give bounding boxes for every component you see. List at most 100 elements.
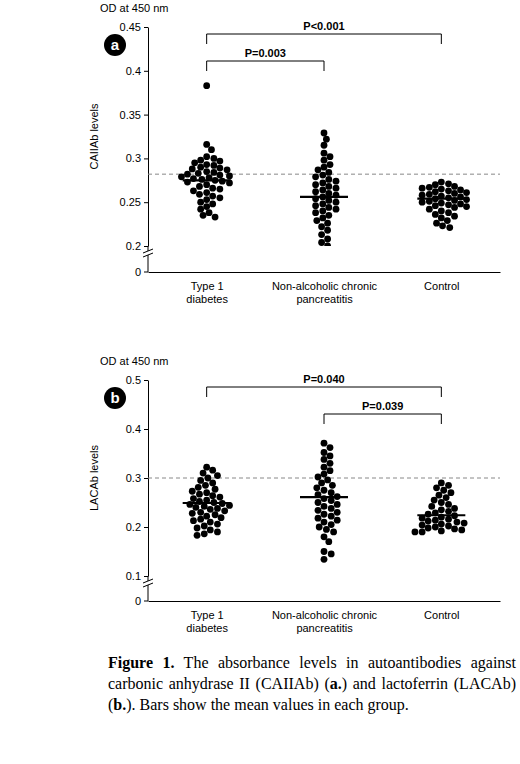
data-point [190,495,197,502]
x-tick: Control [424,272,459,292]
data-point [328,551,335,558]
panel: OD at 450 nmaCAIIAb levels0.20.250.30.35… [88,2,501,305]
x-axis-line [149,601,501,602]
y-tick: 0.2 [126,240,148,252]
data-point [318,223,325,230]
data-point [197,164,204,171]
y-tick: 0.4 [126,423,148,435]
axis-stub-top [148,576,149,581]
data-point [203,196,210,203]
x-tick: Type 1diabetes [186,272,228,305]
data-point [438,186,445,193]
panel-badge [104,387,126,409]
data-point [438,200,445,207]
y-tick-mark [144,158,148,159]
y-axis-title: CAIIAb levels [88,103,100,170]
y-tick-mark [144,380,148,381]
data-point [436,492,443,499]
data-point [204,475,211,482]
data-point [445,508,452,515]
data-point [319,180,326,187]
data-point [191,159,198,166]
x-tick-line: diabetes [186,622,228,634]
data-point [200,470,207,477]
data-point [325,197,332,204]
data-point [328,521,335,528]
mean-bar [417,514,465,516]
data-point [321,471,328,478]
x-tick-label: Non-alcoholic chronicpancreatitis [272,280,378,305]
y-tick-mark [144,272,148,273]
plot-area [148,440,500,563]
data-point [419,185,426,192]
data-point [221,507,228,514]
data-point [334,509,341,516]
data-point [327,161,334,168]
data-point [201,530,208,537]
x-tick: Non-alcoholic chronicpancreatitis [272,272,378,305]
data-point [207,506,214,513]
y-tick: 0.35 [120,109,148,121]
data-point [426,206,433,213]
data-point [319,201,326,208]
plot-area [148,82,500,246]
data-point [444,217,451,224]
caption-run: Figure 1. [108,654,174,671]
data-point [451,204,458,211]
data-point [210,162,217,169]
data-point [203,189,210,196]
data-point [428,503,435,510]
axis-stub-bottom [148,585,149,601]
data-point [196,491,203,498]
y-tick: 0.2 [126,521,148,533]
data-point [432,211,439,218]
data-point [315,499,322,506]
data-point [445,523,452,530]
data-point [425,525,432,532]
comparisons: P=0.039P=0.040 [207,373,442,424]
axis-stub-top [148,246,149,251]
panel-letter: a [111,36,120,53]
data-point [451,183,458,190]
data-point [324,227,331,234]
data-point [445,516,452,523]
mean-bar [183,179,231,181]
y-tick-mark [144,576,148,577]
data-point [454,519,461,526]
data-point [189,510,196,517]
data-point [438,499,445,506]
x-tick: Control [424,601,459,621]
data-point [445,187,452,194]
data-point [419,192,426,199]
x-axis: Type 1diabetes Non-alcoholic chronicpancr… [149,272,501,305]
data-point [325,204,332,211]
data-point [209,193,216,200]
data-point [197,477,204,484]
data-point [419,529,426,536]
data-point [315,166,322,173]
data-point [334,501,341,508]
data-point [432,188,439,195]
y-tick-label: 0.3 [126,472,141,484]
data-point [333,185,340,192]
data-point [195,484,202,491]
data-point [212,511,219,518]
data-point [312,209,319,216]
data-point [325,190,332,197]
data-point [333,178,340,185]
data-point [209,492,216,499]
bracket [207,61,324,71]
data-point [321,142,328,149]
data-point [218,514,225,521]
data-point [327,444,334,451]
data-point [327,460,334,467]
data-point [197,509,204,516]
bracket [207,34,442,44]
data-point [432,202,439,209]
data-point [196,183,203,190]
caption-run: a. [330,675,342,692]
data-point [438,521,445,528]
y-tick-label: 0.4 [126,65,141,77]
data-point [438,215,445,222]
data-point [321,440,328,447]
